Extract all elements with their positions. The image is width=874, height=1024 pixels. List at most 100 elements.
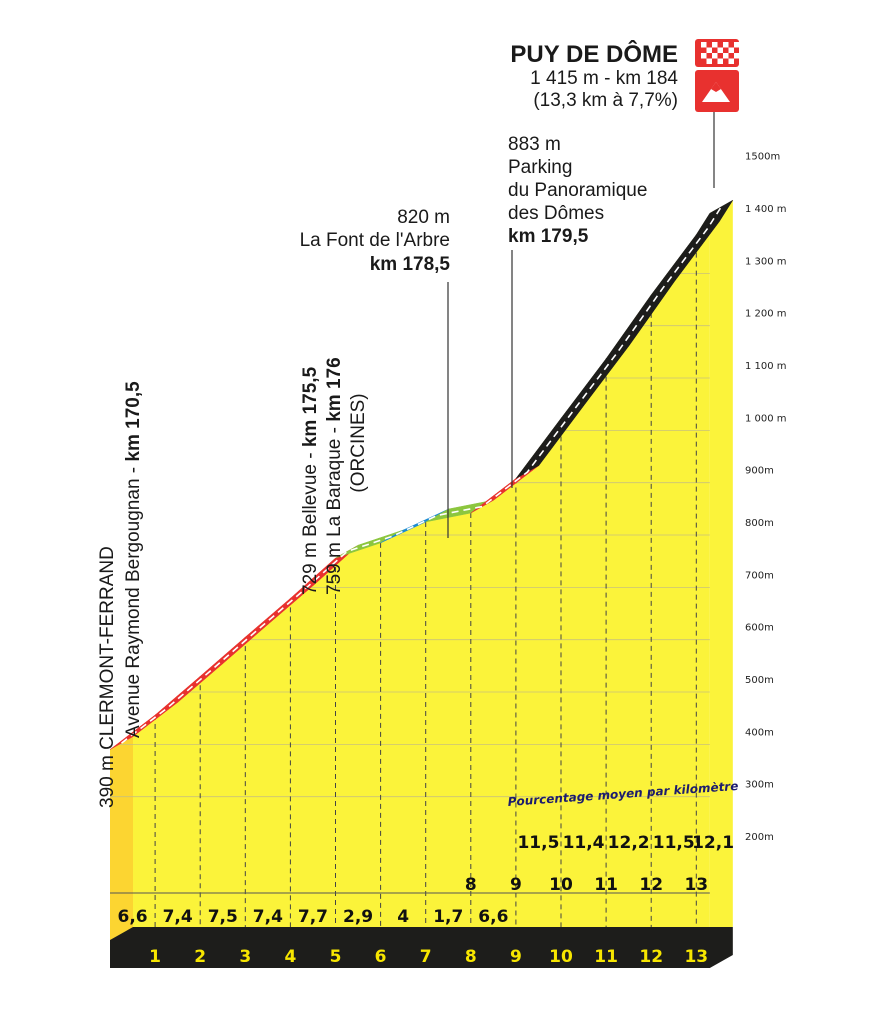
gradient-band-layer bbox=[109, 199, 734, 750]
checker-square bbox=[712, 42, 718, 48]
y-tick-label: 400m bbox=[745, 727, 774, 738]
profile-front-face bbox=[110, 213, 710, 941]
grid-layer bbox=[110, 220, 710, 940]
y-tick-label: 600m bbox=[745, 623, 774, 634]
annotation-baraque-km: km 176 bbox=[324, 357, 345, 421]
annotation-start-city: 390 m CLERMONT-FERRAND bbox=[97, 546, 118, 808]
x-tick-label: 9 bbox=[510, 947, 522, 967]
checker-square bbox=[712, 53, 718, 59]
y-tick-label: 1 400 m bbox=[745, 204, 787, 215]
y-tick-label: 900m bbox=[745, 466, 774, 477]
checker-square bbox=[734, 53, 740, 59]
x-tick-label: 12 bbox=[639, 947, 663, 967]
profile-end-face bbox=[709, 200, 733, 941]
annotation-font-arbre-name: La Font de l'Arbre bbox=[300, 230, 450, 251]
annotation-orcines: (ORCINES) bbox=[348, 393, 369, 492]
checker-square bbox=[706, 47, 712, 53]
annotation-parking-km: km 179,5 bbox=[508, 226, 589, 247]
segment-grade-label: 2,9 bbox=[343, 907, 373, 927]
segment-grade-label: 7,4 bbox=[163, 907, 193, 927]
annotation-bellevue: 729 m Bellevue - km 175,5 bbox=[300, 366, 321, 595]
mountain-icon bbox=[695, 70, 739, 112]
x-axis: 1 2 3 4 5 6 7 8 9 10 11 12 138 9 10 11 12 13 bbox=[149, 875, 708, 967]
checker-square bbox=[701, 42, 707, 48]
checker-square bbox=[728, 58, 734, 64]
y-tick-label: 1 000 m bbox=[745, 413, 787, 424]
segment-grade-label: 7,7 bbox=[298, 907, 328, 927]
annotation-parking-alt: 883 m bbox=[508, 134, 561, 155]
segment-grade-label: 11,5 bbox=[653, 833, 695, 853]
profile-fill-layer bbox=[110, 200, 733, 941]
annotation-baraque-text: 759 m La Baraque - bbox=[324, 422, 345, 595]
checker-square bbox=[723, 53, 729, 59]
summit-altitude: 1 415 m - km 184 bbox=[530, 68, 678, 89]
segment-grade-label: 6,6 bbox=[117, 907, 147, 927]
finish-flag-icon bbox=[695, 39, 740, 67]
x-tick-label: 11 bbox=[594, 947, 618, 967]
x-tick-label: 7 bbox=[420, 947, 432, 967]
km-base-bar bbox=[110, 927, 733, 968]
x-tick-label: 3 bbox=[239, 947, 251, 967]
annotation-font-arbre-alt: 820 m bbox=[397, 207, 450, 228]
y-tick-label: 1500m bbox=[745, 152, 780, 163]
x-tick-label: 4 bbox=[284, 947, 296, 967]
y-tick-label: 1 200 m bbox=[745, 309, 787, 320]
annotation-parking-name1: Parking bbox=[508, 157, 572, 178]
annotation-bellevue-text: 729 m Bellevue - bbox=[300, 447, 321, 595]
chart-title: PUY DE DÔME bbox=[510, 40, 678, 68]
annotation-start-street-text: Avenue Raymond Bergougnan - bbox=[123, 462, 144, 738]
annotation-parking-name3: des Dômes bbox=[508, 203, 604, 224]
segment-grade-label: 7,4 bbox=[253, 907, 283, 927]
x-tick-label: 6 bbox=[375, 947, 387, 967]
y-axis: 200m 300m 400m 500m 600m 700m 800m 900m 1 000 m 1… bbox=[745, 152, 787, 843]
x-tick-label: 2 bbox=[194, 947, 206, 967]
segment-grade-label: 12,2 bbox=[608, 833, 650, 853]
y-tick-label: 1 100 m bbox=[745, 361, 787, 372]
y-tick-label: 1 300 m bbox=[745, 256, 787, 267]
leader-lines bbox=[447, 112, 715, 538]
checker-square bbox=[723, 42, 729, 48]
x-tick-label: 8 bbox=[465, 947, 477, 967]
km-marker-label: 8 bbox=[465, 875, 477, 895]
km-marker-label: 11 bbox=[594, 875, 618, 895]
km-marker-label: 10 bbox=[549, 875, 573, 895]
checker-square bbox=[717, 47, 723, 53]
gradient-segment-black bbox=[696, 199, 734, 235]
summit-climb-stats: (13,3 km à 7,7%) bbox=[533, 90, 678, 111]
annotation-font-arbre-km: km 178,5 bbox=[370, 254, 451, 275]
profile-centre-line bbox=[121, 206, 723, 744]
base-layer bbox=[110, 927, 733, 968]
y-tick-label: 200m bbox=[745, 832, 774, 843]
x-tick-label: 5 bbox=[330, 947, 342, 967]
grade-labels: 6,6 7,4 7,5 7,4 7,7 2,9 4 1,7 6,611,5 11,4 12,2 11,… bbox=[117, 833, 734, 927]
checker-square bbox=[717, 58, 723, 64]
y-tick-label: 300m bbox=[745, 780, 774, 791]
km-marker-label: 9 bbox=[510, 875, 522, 895]
y-tick-label: 700m bbox=[745, 570, 774, 581]
km-marker-label: 13 bbox=[684, 875, 708, 895]
x-tick-label: 1 bbox=[149, 947, 161, 967]
y-tick-label: 500m bbox=[745, 675, 774, 686]
segment-grade-label: 11,4 bbox=[563, 833, 605, 853]
segment-grade-label: 4 bbox=[397, 907, 409, 927]
x-tick-label: 10 bbox=[549, 947, 573, 967]
annotation-baraque: 759 m La Baraque - km 176 bbox=[324, 357, 345, 595]
segment-grade-label: 6,6 bbox=[478, 907, 508, 927]
segment-grade-label: 1,7 bbox=[433, 907, 463, 927]
km-marker-label: 12 bbox=[639, 875, 663, 895]
segment-grade-label: 11,5 bbox=[517, 833, 559, 853]
profile-start-face bbox=[110, 736, 133, 940]
annotation-start-km: km 170,5 bbox=[123, 381, 144, 462]
checker-square bbox=[706, 58, 712, 64]
segment-grade-label: 7,5 bbox=[208, 907, 238, 927]
segment-grade-label: 12,1 bbox=[692, 833, 734, 853]
annotation-bellevue-km: km 175,5 bbox=[300, 366, 321, 447]
annotation-start-street: Avenue Raymond Bergougnan - km 170,5 bbox=[123, 381, 144, 738]
checker-square bbox=[701, 53, 707, 59]
checker-square bbox=[734, 42, 740, 48]
y-tick-label: 800m bbox=[745, 518, 774, 529]
annotation-parking-name2: du Panoramique bbox=[508, 180, 647, 201]
checker-square bbox=[728, 47, 734, 53]
x-tick-label: 13 bbox=[684, 947, 708, 967]
